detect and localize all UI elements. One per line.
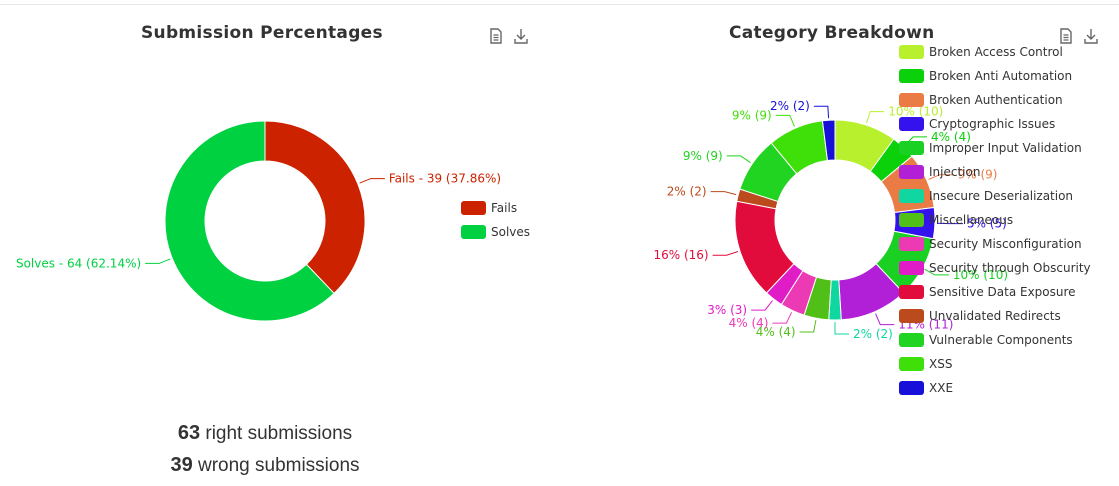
submissions-slice-solves[interactable]: [164, 120, 335, 322]
category-label-cryptographic-issues: 5% (5): [967, 217, 1007, 231]
wrong-text: wrong submissions: [197, 455, 360, 476]
submissions-label-fails: Fails - 39 (37.86%): [389, 172, 501, 186]
right-count: 63: [177, 422, 201, 444]
top-divider: [0, 4, 1119, 5]
category-label-xxe: 2% (2): [770, 99, 810, 113]
category-legend-item-broken-authentication[interactable]: Broken Authentication: [899, 92, 1063, 108]
category-legend-swatch-broken-anti-automation: [899, 69, 924, 83]
category-legend-item-cryptographic-issues[interactable]: Cryptographic Issues: [899, 116, 1055, 132]
category-legend-item-miscellaneous[interactable]: Miscellaneous: [899, 212, 1013, 228]
category-label-security-misconfiguration: 4% (4): [729, 316, 769, 330]
category-leader-broken-authentication: [928, 174, 954, 180]
document-icon[interactable]: [1057, 27, 1075, 45]
category-label-xss: 9% (9): [732, 108, 772, 122]
category-leader-injection: [875, 313, 895, 326]
category-legend-label-cryptographic-issues: Cryptographic Issues: [929, 117, 1056, 131]
category-legend-item-xxe[interactable]: XXE: [899, 380, 953, 396]
submissions-leader-fails: [359, 178, 385, 184]
category-leader-unvalidated-redirects: [710, 191, 737, 196]
category-label-broken-authentication: 9% (9): [958, 168, 998, 182]
category-label-insecure-deserialization: 2% (2): [853, 327, 893, 341]
category-legend-item-improper-input-validation[interactable]: Improper Input Validation: [899, 140, 1082, 156]
category-legend-label-unvalidated-redirects: Unvalidated Redirects: [929, 309, 1061, 323]
category-legend-label-improper-input-validation: Improper Input Validation: [929, 141, 1082, 155]
category-label-broken-access-control: 10% (10): [888, 105, 943, 119]
category-legend-label-sensitive-data-exposure: Sensitive Data Exposure: [929, 285, 1076, 299]
category-legend-label-injection: Injection: [929, 165, 981, 179]
submissions-legend-label-fails: Fails: [491, 201, 518, 215]
category-legend-item-security-through-obscurity[interactable]: Security through Obscurity: [899, 260, 1091, 276]
category-legend-label-broken-anti-automation: Broken Anti Automation: [929, 69, 1073, 83]
category-legend-label-vulnerable-components: Vulnerable Components: [929, 333, 1073, 347]
category-label-improper-input-validation: 10% (10): [953, 268, 1008, 282]
category-legend-item-broken-access-control[interactable]: Broken Access Control: [899, 44, 1063, 60]
category-legend-swatch-broken-authentication: [899, 93, 924, 107]
category-leader-xxe: [813, 105, 830, 119]
category-leader-miscellaneous: [799, 320, 817, 333]
category-breakdown-title: Category Breakdown: [729, 23, 935, 43]
category-label-vulnerable-components: 9% (9): [683, 149, 723, 163]
category-legend-item-sensitive-data-exposure[interactable]: Sensitive Data Exposure: [899, 284, 1076, 300]
category-legend-item-insecure-deserialization[interactable]: Insecure Deserialization: [899, 188, 1073, 204]
category-legend-label-xxe: XXE: [929, 381, 954, 395]
wrong-count: 39: [170, 454, 193, 476]
category-leader-broken-access-control: [866, 111, 885, 124]
category-legend-swatch-sensitive-data-exposure: [899, 285, 924, 299]
category-legend-swatch-xss: [899, 357, 924, 371]
category-legend-item-broken-anti-automation[interactable]: Broken Anti Automation: [899, 68, 1072, 84]
category-legend-label-broken-access-control: Broken Access Control: [929, 45, 1063, 59]
category-leader-sensitive-data-exposure: [712, 251, 739, 256]
category-legend-swatch-vulnerable-components: [899, 333, 924, 347]
category-leader-vulnerable-components: [726, 155, 751, 164]
category-legend-item-unvalidated-redirects[interactable]: Unvalidated Redirects: [899, 308, 1061, 324]
category-legend-swatch-xxe: [899, 381, 924, 395]
download-icon[interactable]: [1082, 27, 1100, 45]
category-legend-swatch-cryptographic-issues: [899, 117, 924, 131]
category-legend-swatch-injection: [899, 165, 924, 179]
category-legend-swatch-unvalidated-redirects: [899, 309, 924, 323]
category-leader-security-through-obscurity: [751, 300, 773, 311]
submissions-legend-label-solves: Solves: [491, 225, 531, 239]
category-label-unvalidated-redirects: 2% (2): [667, 185, 707, 199]
document-icon[interactable]: [487, 27, 505, 45]
category-legend-label-broken-authentication: Broken Authentication: [929, 93, 1063, 107]
category-legend-label-insecure-deserialization: Insecure Deserialization: [929, 189, 1074, 203]
category-label-broken-anti-automation: 4% (4): [931, 130, 971, 144]
category-legend-label-miscellaneous: Miscellaneous: [929, 213, 1014, 227]
download-icon[interactable]: [512, 27, 530, 45]
category-label-miscellaneous: 4% (4): [756, 325, 796, 339]
submissions-legend-item-solves[interactable]: Solves: [461, 224, 530, 240]
right-submissions-summary: 63 right submissions: [178, 422, 352, 445]
submissions-label-solves: Solves - 64 (62.14%): [16, 256, 141, 270]
submissions-legend-swatch-solves: [461, 225, 486, 239]
submissions-legend-item-fails[interactable]: Fails: [461, 200, 517, 216]
right-text: right submissions: [205, 423, 353, 444]
category-legend-item-injection[interactable]: Injection: [899, 164, 980, 180]
category-label-security-through-obscurity: 3% (3): [707, 303, 747, 317]
category-legend-swatch-security-through-obscurity: [899, 261, 924, 275]
wrong-submissions-summary: 39 wrong submissions: [170, 454, 359, 477]
category-legend-item-vulnerable-components[interactable]: Vulnerable Components: [899, 332, 1073, 348]
category-legend-swatch-security-misconfiguration: [899, 237, 924, 251]
submission-percentages-title: Submission Percentages: [141, 23, 383, 43]
category-label-sensitive-data-exposure: 16% (16): [653, 248, 708, 262]
category-leader-xss: [775, 114, 795, 127]
category-legend-item-xss[interactable]: XSS: [899, 356, 952, 372]
category-legend-label-xss: XSS: [929, 357, 953, 371]
submissions-slice-fails[interactable]: [264, 120, 366, 295]
category-legend-label-security-through-obscurity: Security through Obscurity: [929, 261, 1091, 275]
category-legend-label-security-misconfiguration: Security Misconfiguration: [929, 237, 1082, 251]
category-leader-insecure-deserialization: [834, 322, 849, 335]
category-legend-swatch-miscellaneous: [899, 213, 924, 227]
submissions-legend-swatch-fails: [461, 201, 486, 215]
category-legend-swatch-insecure-deserialization: [899, 189, 924, 203]
category-slice-xxe[interactable]: [821, 119, 836, 162]
category-legend-item-security-misconfiguration[interactable]: Security Misconfiguration: [899, 236, 1082, 252]
category-leader-improper-input-validation: [924, 268, 949, 276]
submissions-leader-solves: [145, 258, 171, 264]
category-legend-swatch-broken-access-control: [899, 45, 924, 59]
category-legend-swatch-improper-input-validation: [899, 141, 924, 155]
category-leader-security-misconfiguration: [772, 312, 793, 324]
